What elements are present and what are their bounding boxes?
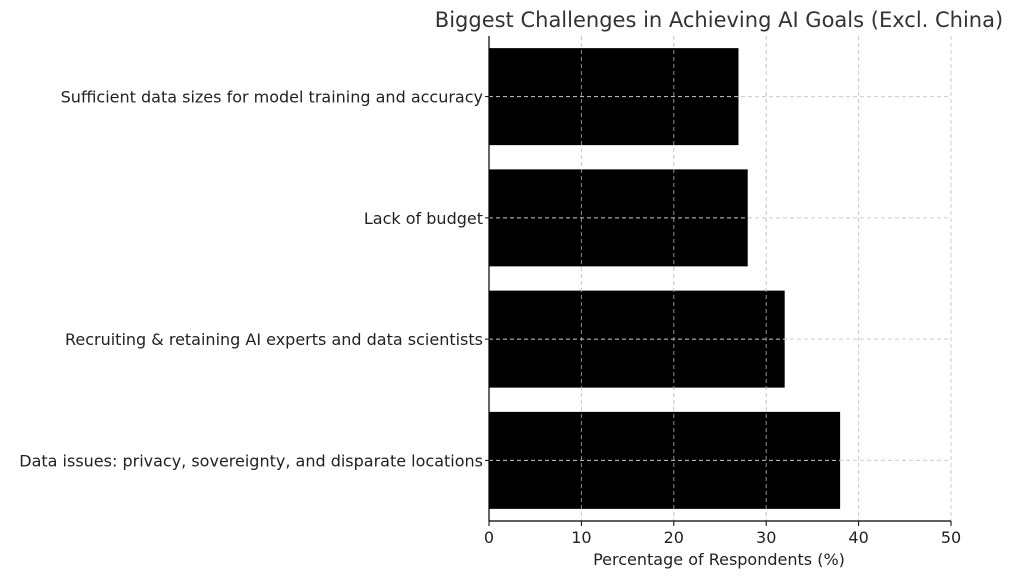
x-tick-label: 30 xyxy=(756,528,776,547)
bar xyxy=(489,48,739,146)
x-tick-label: 0 xyxy=(484,528,494,547)
x-tick-label: 40 xyxy=(848,528,868,547)
x-tick-label: 50 xyxy=(941,528,961,547)
bars-group xyxy=(489,36,952,521)
x-tick-label: 10 xyxy=(571,528,591,547)
axes xyxy=(485,36,952,526)
y-tick-label: Data issues: privacy, sovereignty, and d… xyxy=(19,451,483,470)
chart-title: Biggest Challenges in Achieving AI Goals… xyxy=(435,8,1003,32)
x-tick-labels: 0 10 20 30 40 50 xyxy=(484,528,961,547)
x-tick-label: 20 xyxy=(664,528,684,547)
y-tick-labels: Data issues: privacy, sovereignty, and d… xyxy=(19,88,483,471)
x-axis-label: Percentage of Respondents (%) xyxy=(593,550,845,569)
y-tick-label: Sufficient data sizes for model training… xyxy=(61,88,483,107)
y-tick-label: Recruiting & retaining AI experts and da… xyxy=(65,330,483,349)
y-tick-label: Lack of budget xyxy=(364,209,483,228)
